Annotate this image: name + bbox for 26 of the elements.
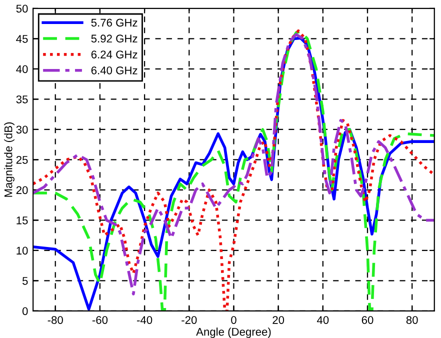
y-tick-label: 30 xyxy=(16,126,28,134)
legend-label: 6.40 GHz xyxy=(91,66,138,74)
y-axis-title: Magnitude (dB) xyxy=(4,122,14,197)
x-tick-label: 80 xyxy=(406,316,418,324)
legend-label: 5.76 GHz xyxy=(91,18,138,27)
y-tick-label: 50 xyxy=(16,4,28,13)
x-tick-label: 20 xyxy=(272,316,284,324)
x-axis-title: Angle (Degree) xyxy=(196,328,271,338)
y-tick-label: 45 xyxy=(16,35,28,43)
x-tick-label: -80 xyxy=(48,316,63,324)
y-tick-label: 0 xyxy=(22,307,28,316)
y-tick-label: 35 xyxy=(16,95,28,104)
x-tick-label: 60 xyxy=(362,316,374,324)
x-tick-label: 40 xyxy=(316,316,329,324)
x-tick-label: -40 xyxy=(137,316,152,324)
y-tick-label: 40 xyxy=(16,65,28,74)
x-tick-label: -20 xyxy=(182,316,197,324)
legend-label: 5.92 GHz xyxy=(91,34,138,43)
x-tick-label: -60 xyxy=(92,316,108,324)
x-tick-label: 0 xyxy=(231,316,236,324)
legend-label: 6.24 GHz xyxy=(91,50,138,58)
y-tick-label: 20 xyxy=(16,186,28,194)
y-tick-label: 5 xyxy=(22,277,28,285)
y-tick-label: 25 xyxy=(16,156,28,164)
y-tick-label: 15 xyxy=(16,216,28,224)
y-tick-label: 10 xyxy=(16,246,28,255)
